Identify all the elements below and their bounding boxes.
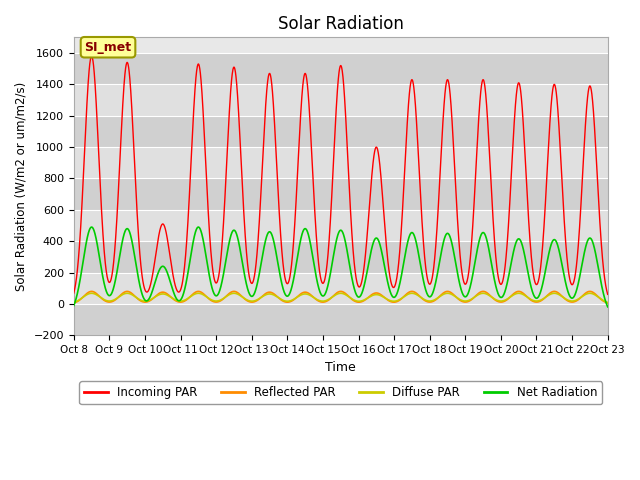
Text: SI_met: SI_met	[84, 41, 132, 54]
Bar	[74, 147, 608, 179]
Bar	[74, 179, 608, 210]
Bar	[74, 53, 608, 84]
Bar	[74, 241, 608, 273]
Bar	[74, 210, 608, 241]
Legend: Incoming PAR, Reflected PAR, Diffuse PAR, Net Radiation: Incoming PAR, Reflected PAR, Diffuse PAR…	[79, 382, 602, 404]
Bar	[74, 84, 608, 116]
Y-axis label: Solar Radiation (W/m2 or um/m2/s): Solar Radiation (W/m2 or um/m2/s)	[15, 82, 28, 291]
X-axis label: Time: Time	[325, 360, 356, 373]
Bar	[74, 304, 608, 336]
Bar	[74, 273, 608, 304]
Bar	[74, 116, 608, 147]
Title: Solar Radiation: Solar Radiation	[278, 15, 404, 33]
